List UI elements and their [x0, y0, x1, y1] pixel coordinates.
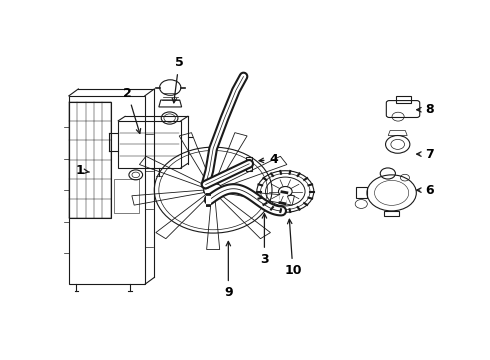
Text: 1: 1	[75, 164, 89, 177]
Text: 2: 2	[123, 87, 141, 134]
Text: 4: 4	[259, 153, 278, 166]
Text: 3: 3	[260, 214, 269, 266]
Text: 10: 10	[284, 219, 302, 277]
Text: 7: 7	[416, 148, 434, 161]
Text: 6: 6	[416, 184, 434, 197]
Text: 8: 8	[416, 103, 434, 116]
Text: 9: 9	[224, 242, 233, 299]
Text: 5: 5	[172, 56, 183, 103]
